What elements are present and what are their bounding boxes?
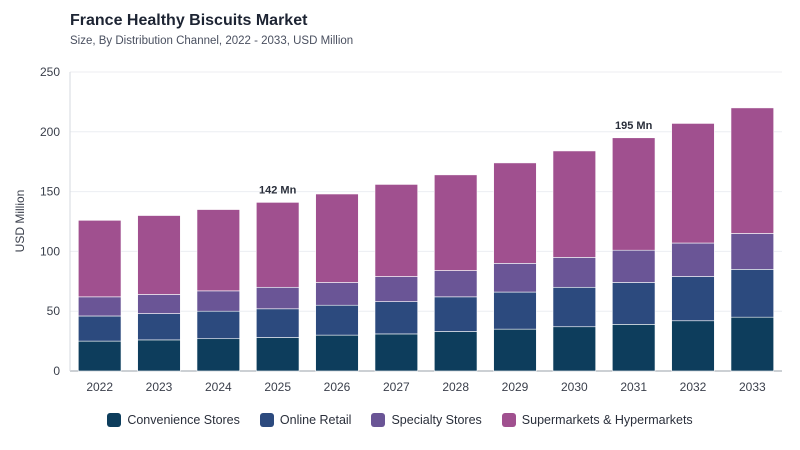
bar-segment: [612, 282, 656, 325]
total-annotation: 142 Mn: [259, 184, 297, 196]
bar-segment: [196, 209, 240, 292]
legend-swatch: [107, 413, 122, 427]
bar-segment: [78, 220, 122, 298]
bar-segment: [137, 215, 181, 295]
bar-segment: [671, 276, 715, 322]
bar-segment: [612, 324, 656, 372]
total-annotation: 195 Mn: [615, 120, 653, 132]
legend-label: Convenience Stores: [127, 413, 240, 427]
y-tick-label: 150: [40, 185, 60, 199]
x-tick-label: 2022: [86, 380, 113, 394]
legend-swatch: [371, 413, 386, 427]
bar-segment: [552, 150, 596, 258]
bar-segment: [434, 270, 478, 298]
bar-segment: [493, 291, 537, 330]
bar-segment: [612, 249, 656, 283]
bar-segment: [493, 263, 537, 293]
bar-segment: [434, 174, 478, 271]
bar-segment: [78, 296, 122, 317]
bar-segment: [730, 233, 774, 270]
bar-segment: [552, 257, 596, 288]
bar-segment: [493, 328, 537, 372]
x-tick-label: 2029: [502, 380, 529, 394]
bar-segment: [493, 162, 537, 264]
bar-segment: [256, 286, 300, 310]
bar-segment: [315, 193, 359, 283]
y-tick-label: 0: [53, 364, 60, 378]
y-tick-label: 200: [40, 125, 60, 139]
x-tick-label: 2025: [264, 380, 291, 394]
x-tick-label: 2030: [561, 380, 588, 394]
bar-segment: [196, 310, 240, 340]
bar-segment: [137, 339, 181, 372]
bar-segment: [671, 123, 715, 244]
y-tick-label: 50: [47, 304, 61, 318]
legend-item: Specialty Stores: [371, 413, 482, 427]
bar-segment: [315, 304, 359, 336]
bar-segment: [730, 269, 774, 318]
legend-item: Online Retail: [259, 413, 352, 427]
x-tick-label: 2024: [205, 380, 232, 394]
x-tick-label: 2023: [146, 380, 173, 394]
x-tick-label: 2032: [680, 380, 707, 394]
bar-segment: [256, 308, 300, 338]
bar-segment: [730, 316, 774, 372]
bar-segment: [137, 313, 181, 341]
legend-swatch: [501, 413, 516, 427]
bar-segment: [730, 107, 774, 234]
legend-label: Specialty Stores: [391, 413, 482, 427]
bar-segment: [256, 337, 300, 372]
y-axis-label: USD Million: [13, 190, 27, 253]
bar-segment: [374, 184, 418, 277]
bar-segment: [137, 294, 181, 314]
x-tick-label: 2027: [383, 380, 410, 394]
bar-segment: [315, 334, 359, 372]
legend-label: Online Retail: [279, 413, 352, 427]
x-tick-label: 2026: [324, 380, 351, 394]
bar-segment: [671, 320, 715, 372]
bar-segment: [374, 333, 418, 372]
bar-segment: [374, 301, 418, 335]
x-tick-label: 2031: [620, 380, 647, 394]
bar-segment: [671, 242, 715, 277]
x-tick-label: 2028: [442, 380, 469, 394]
chart-subtitle: Size, By Distribution Channel, 2022 - 20…: [70, 35, 354, 47]
bar-segment: [612, 137, 656, 251]
legend-item: Convenience Stores: [107, 413, 240, 427]
bar-segment: [256, 202, 300, 288]
chart-title: France Healthy Biscuits Market: [70, 12, 308, 29]
bar-segment: [434, 331, 478, 372]
bar-segment: [78, 315, 122, 342]
bar-segment: [196, 290, 240, 312]
legend-item: Supermarkets & Hypermarkets: [501, 413, 693, 427]
bar-segment: [552, 326, 596, 372]
y-tick-label: 100: [40, 244, 60, 258]
legend-label: Supermarkets & Hypermarkets: [521, 413, 693, 427]
x-tick-label: 2033: [739, 380, 766, 394]
bar-segment: [374, 276, 418, 302]
y-tick-label: 250: [40, 65, 60, 79]
chart-legend: Convenience Stores Online Retail Specialty…: [0, 413, 800, 427]
chart-plot: USD Million 0 50 100 150 200 250 2022 2023 2024…: [13, 65, 782, 394]
bar-segment: [315, 282, 359, 306]
bar-segment: [552, 286, 596, 328]
legend-swatch: [259, 413, 274, 427]
bar-segment: [196, 338, 240, 372]
bar-segment: [434, 296, 478, 332]
bar-segment: [78, 340, 122, 372]
